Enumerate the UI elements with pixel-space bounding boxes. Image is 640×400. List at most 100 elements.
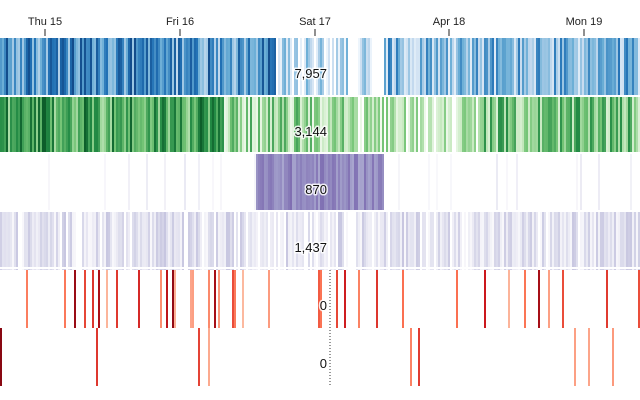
heat-bar (30, 212, 32, 270)
heat-bar (566, 212, 568, 270)
heat-bar (450, 154, 452, 212)
heat-bar (436, 154, 438, 212)
heat-bar (12, 38, 14, 96)
heat-bar (362, 212, 364, 270)
heat-bar (274, 38, 276, 96)
heat-bar (326, 212, 328, 270)
heat-bar (166, 96, 168, 154)
heat-bar (220, 96, 222, 154)
heat-bar (90, 38, 92, 96)
heat-bar (38, 212, 40, 270)
heat-bar (326, 96, 328, 154)
heat-bar (604, 96, 606, 154)
heat-bar (392, 38, 394, 96)
heat-bar (298, 212, 300, 270)
heat-bar (26, 96, 28, 154)
heat-bar (576, 38, 578, 96)
heat-bar (450, 96, 452, 154)
heat-bar (364, 38, 366, 96)
heat-bar (500, 96, 502, 154)
heat-bar (570, 96, 572, 154)
heat-bar (376, 154, 378, 212)
heat-bar (340, 212, 342, 270)
heat-bar (208, 38, 210, 96)
heat-bar (560, 38, 562, 96)
heat-bar (30, 38, 32, 96)
heat-bar (58, 38, 60, 96)
series-value-label: 1,437 (294, 240, 327, 255)
heat-bar (254, 212, 256, 270)
heat-bar (622, 96, 624, 154)
heat-bar (624, 38, 626, 96)
heat-bar (586, 212, 588, 270)
heat-bar (580, 38, 582, 96)
heat-bar (124, 96, 126, 154)
heat-bar (94, 212, 96, 270)
heat-bar (52, 38, 54, 96)
heat-bar (46, 212, 48, 270)
x-tick-label: Thu 15 (28, 16, 62, 28)
heat-bar (218, 38, 220, 96)
heat-bar (484, 38, 486, 96)
heat-bar (120, 96, 122, 154)
heat-bar (198, 328, 200, 386)
heat-bar (470, 96, 472, 154)
heat-bar (418, 212, 420, 270)
heat-bar (130, 96, 132, 154)
series-row (0, 38, 640, 96)
heat-bar (354, 154, 356, 212)
heat-bar (84, 96, 86, 154)
heat-bar (288, 212, 290, 270)
heat-bar (544, 38, 546, 96)
heat-bar (394, 212, 396, 270)
heat-bar (264, 212, 266, 270)
heat-bar (342, 212, 344, 270)
heat-bar (130, 38, 132, 96)
heat-bar (630, 212, 632, 270)
heat-bar (76, 38, 78, 96)
heat-bar (532, 96, 534, 154)
heat-bar (172, 270, 174, 328)
heat-bar (420, 38, 422, 96)
heat-bar (308, 96, 310, 154)
heat-bar (100, 96, 102, 154)
x-tick-label: Sat 17 (299, 16, 331, 28)
heat-bar (158, 96, 160, 154)
heat-bar (338, 96, 340, 154)
heat-bar (128, 212, 130, 270)
heat-bar (104, 38, 106, 96)
heat-bar (28, 212, 30, 270)
heat-bar (294, 212, 296, 270)
heat-bar (556, 96, 558, 154)
heat-bar (428, 154, 430, 212)
heat-bar (334, 96, 336, 154)
heat-bar (44, 38, 46, 96)
heat-bar (4, 212, 6, 270)
heat-bar (610, 38, 612, 96)
heat-bar (516, 38, 518, 96)
heat-bar (250, 212, 252, 270)
heat-bar (70, 212, 72, 270)
heat-bar (610, 96, 612, 154)
heat-bar (182, 96, 184, 154)
heat-bar (152, 212, 154, 270)
heat-bar (606, 270, 608, 328)
heat-bar (424, 96, 426, 154)
heat-bar (330, 154, 332, 212)
heat-bar (60, 38, 62, 96)
heat-bar (464, 38, 466, 96)
heat-bar (622, 212, 624, 270)
heat-bar (42, 96, 44, 154)
heat-bar (280, 96, 282, 154)
heat-bar (328, 96, 330, 154)
heat-bar (212, 212, 214, 270)
row-separator (0, 210, 640, 212)
heat-bar (66, 96, 68, 154)
heat-bar (16, 212, 18, 270)
heat-bar (480, 96, 482, 154)
heat-bar (372, 96, 374, 154)
heat-bar (4, 96, 6, 154)
heat-bar (146, 154, 148, 212)
